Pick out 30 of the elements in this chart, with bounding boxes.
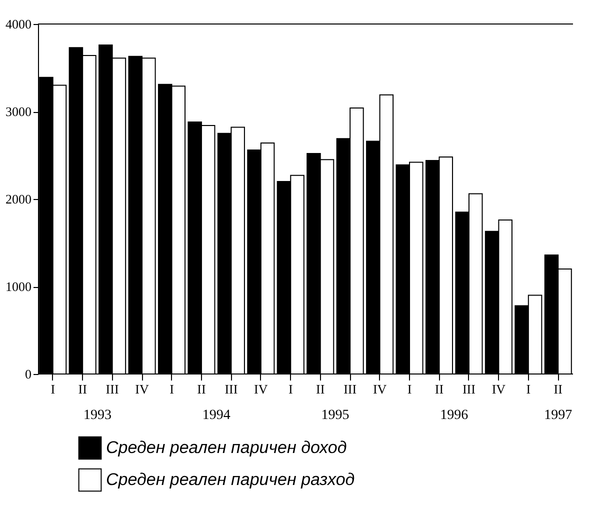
y-tick-label: 0: [25, 366, 32, 382]
x-tick-label: IV: [254, 382, 268, 396]
x-tick-label: III: [344, 382, 357, 396]
text: 1997: [544, 408, 572, 423]
x-tick-label: I: [50, 382, 56, 396]
y-tick-label: 4000: [6, 16, 32, 32]
y-tick-label: 3000: [6, 104, 32, 119]
x-tick-label: I: [288, 382, 293, 396]
x-tick-label: II: [78, 382, 87, 396]
text: 1995: [321, 408, 350, 423]
x-tick-label: II: [197, 382, 206, 396]
text: 1996: [440, 408, 468, 423]
x-tick-label: I: [407, 382, 412, 396]
x-tick-label: II: [316, 382, 325, 396]
legend-label: Среден реален паричен доход: [106, 438, 347, 457]
x-tick-label: III: [224, 382, 238, 396]
text: 1994: [202, 408, 230, 423]
x-tick-label: II: [434, 382, 444, 396]
text: 1993: [83, 408, 112, 423]
x-tick-label: IV: [372, 382, 388, 396]
x-tick-label: III: [462, 382, 476, 396]
x-tick-label: IV: [492, 382, 506, 396]
x-tick-label: III: [106, 382, 119, 396]
x-tick-label: II: [554, 382, 562, 396]
legend-label: Среден реален паричен разход: [106, 470, 355, 489]
y-tick-label: 2000: [6, 192, 32, 206]
y-tick-label: 1000: [6, 279, 32, 294]
x-tick-label: I: [170, 382, 174, 396]
x-tick-label: IV: [135, 382, 150, 396]
x-tick-label: I: [526, 382, 531, 396]
